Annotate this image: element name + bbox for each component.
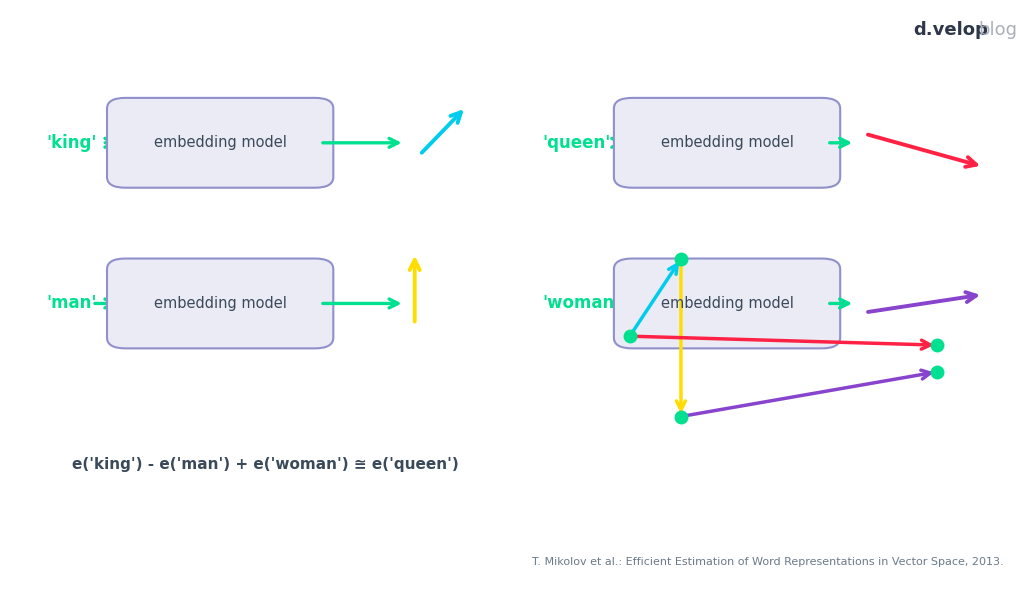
Text: embedding model: embedding model [154,296,287,311]
Text: 'king': 'king' [46,134,96,152]
Text: d.velop: d.velop [913,21,988,39]
Text: 'queen': 'queen' [543,134,611,152]
Text: embedding model: embedding model [660,135,794,151]
FancyBboxPatch shape [613,258,840,348]
Text: embedding model: embedding model [154,135,287,151]
Text: T. Mikolov et al.: Efficient Estimation of Word Representations in Vector Space,: T. Mikolov et al.: Efficient Estimation … [532,558,1005,567]
Text: embedding model: embedding model [660,296,794,311]
FancyBboxPatch shape [613,98,840,188]
Text: blog: blog [979,21,1018,39]
FancyBboxPatch shape [106,258,334,348]
Text: 'woman': 'woman' [543,295,621,312]
Text: e('king') - e('man') + e('woman') ≅ e('queen'): e('king') - e('man') + e('woman') ≅ e('q… [72,456,459,472]
Text: 'man': 'man' [46,295,96,312]
FancyBboxPatch shape [106,98,334,188]
